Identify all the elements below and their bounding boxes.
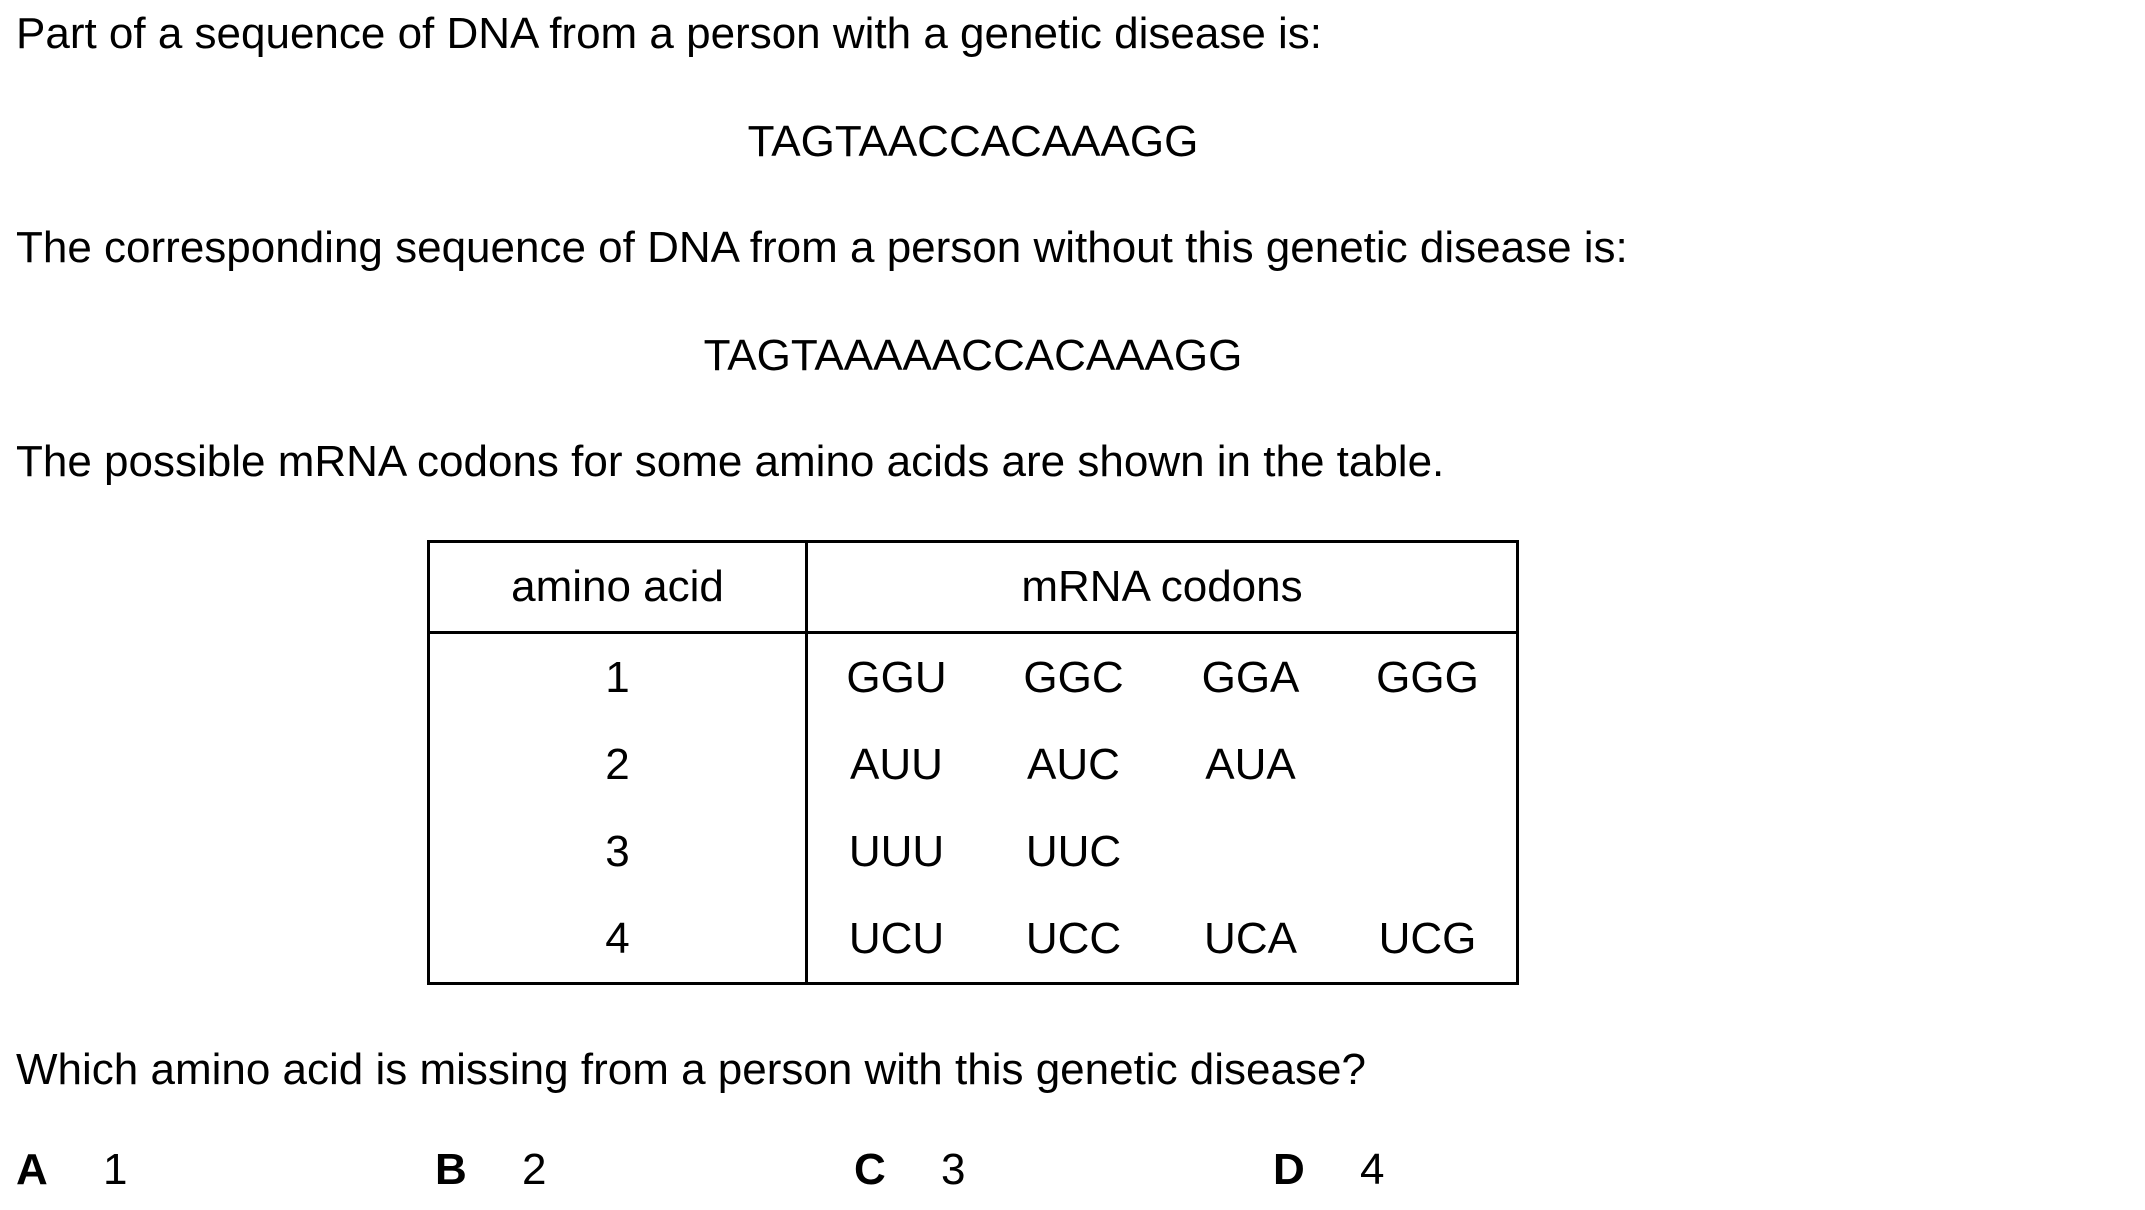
codon: UCG	[1378, 913, 1477, 963]
codon: UUU	[848, 826, 945, 876]
dna-sequence-normal: TAGTAAAAACCACAAAGG	[703, 331, 1243, 380]
codon: AUU	[850, 739, 943, 789]
codon: AUC	[1027, 739, 1120, 789]
codons-cell: UCU UCC UCA UCG	[807, 895, 1518, 984]
table-header-row: amino acid mRNA codons	[428, 541, 1518, 634]
table-row: 3 UUU UUC	[428, 808, 1518, 895]
intro-disease-text: Part of a sequence of DNA from a person …	[16, 9, 1323, 58]
table-row: 4 UCU UCC UCA UCG	[428, 895, 1518, 984]
codons-cell: UUU UUC	[807, 808, 1518, 895]
dna-sequence-disease: TAGTAACCACAAAGG	[747, 117, 1199, 166]
codon: UCA	[1204, 913, 1297, 963]
amino-acid-cell: 4	[428, 895, 808, 984]
amino-acid-cell: 2	[428, 721, 808, 808]
option-value: 2	[522, 1145, 547, 1194]
codon: GGA	[1201, 652, 1300, 702]
header-mrna-codons: mRNA codons	[806, 541, 1518, 634]
option-letter: D	[1273, 1145, 1305, 1194]
codons-cell: GGU GGC GGA GGG	[807, 633, 1518, 722]
codon	[1339, 740, 1516, 790]
codon: UCU	[848, 913, 945, 963]
codon: GGU	[846, 652, 947, 702]
option-letter: B	[435, 1145, 467, 1194]
codon	[1339, 827, 1516, 877]
header-amino-acid: amino acid	[428, 541, 808, 634]
option-value: 4	[1360, 1145, 1385, 1194]
codon: UCC	[1025, 913, 1122, 963]
codons-cell: AUU AUC AUA	[807, 721, 1518, 808]
option-letter: C	[854, 1145, 886, 1194]
table-row: 1 GGU GGC GGA GGG	[428, 632, 1518, 722]
table-intro-text: The possible mRNA codons for some amino …	[16, 437, 1445, 486]
codon: GGC	[1023, 652, 1124, 702]
intro-normal-text: The corresponding sequence of DNA from a…	[16, 223, 1628, 272]
amino-acid-cell: 1	[428, 632, 808, 721]
codon-table: amino acid mRNA codons 1 GGU GGC GGA GGG…	[427, 540, 1519, 985]
codon: AUA	[1205, 739, 1296, 789]
amino-acid-cell: 3	[428, 808, 808, 895]
table-row: 2 AUU AUC AUA	[428, 721, 1518, 808]
option-value: 3	[941, 1145, 966, 1194]
option-letter: A	[16, 1145, 48, 1194]
option-value: 1	[103, 1145, 128, 1194]
question-prompt: Which amino acid is missing from a perso…	[16, 1045, 1366, 1094]
codon	[1162, 827, 1339, 877]
codon: UUC	[1025, 826, 1122, 876]
codon: GGG	[1376, 652, 1479, 702]
